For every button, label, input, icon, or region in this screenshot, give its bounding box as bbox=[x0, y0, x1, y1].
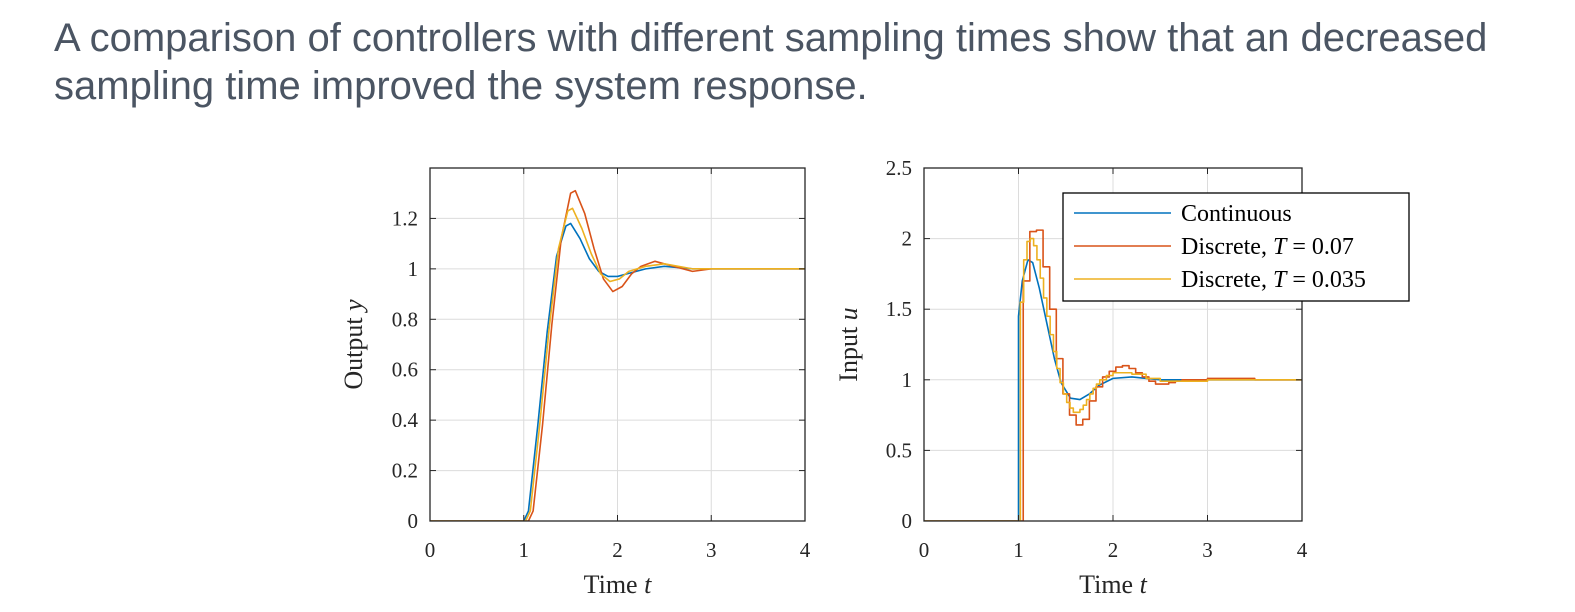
slide-title: A comparison of controllers with differe… bbox=[54, 14, 1554, 110]
input-xtick-label: 2 bbox=[1108, 538, 1119, 562]
output-ytick-label: 0.6 bbox=[392, 358, 418, 382]
input-y-axis-label: Input u bbox=[834, 307, 863, 381]
input-chart: 0 1 2 3 4 0 0.5 1 1.5 2 2.5 Time t Input u Continuous… bbox=[834, 156, 1410, 599]
output-series-continuous bbox=[430, 222, 805, 521]
input-series-discrete-t-0-035 bbox=[924, 237, 1302, 521]
output-xtick-label: 1 bbox=[519, 538, 530, 562]
output-xtick-label: 2 bbox=[612, 538, 623, 562]
output-xtick-label: 4 bbox=[800, 538, 811, 562]
output-chart: 0 1 2 3 4 0 0.2 0.4 0.6 0.8 1 1.2 Time t Output y bbox=[339, 167, 811, 599]
legend-label-discrete-t-0-07: Discrete, T = 0.07 bbox=[1181, 234, 1354, 260]
input-xtick-label: 3 bbox=[1202, 538, 1213, 562]
legend-box bbox=[1062, 192, 1410, 302]
input-ytick-label: 0 bbox=[902, 509, 913, 533]
input-ytick-label: 2.5 bbox=[886, 156, 912, 180]
input-series-discrete-t-0-07 bbox=[924, 229, 1302, 521]
input-ytick-label: 0.5 bbox=[886, 438, 912, 462]
input-xtick-label: 1 bbox=[1013, 538, 1024, 562]
output-ytick-label: 0.8 bbox=[392, 307, 418, 331]
output-ytick-label: 0.4 bbox=[392, 408, 419, 432]
input-x-axis-label: Time t bbox=[1079, 570, 1147, 599]
output-ytick-label: 1.2 bbox=[392, 206, 418, 230]
input-xtick-label: 0 bbox=[919, 538, 930, 562]
slide-title-line-2: sampling time improved the system respon… bbox=[54, 64, 868, 108]
output-ytick-label: 0 bbox=[408, 509, 419, 533]
legend-label-discrete-t-0-035: Discrete, T = 0.035 bbox=[1181, 267, 1366, 293]
input-ytick-label: 1 bbox=[902, 368, 913, 392]
slide-title-line-1: A comparison of controllers with differe… bbox=[54, 16, 1488, 60]
output-xtick-label: 0 bbox=[425, 538, 436, 562]
input-xtick-label: 4 bbox=[1297, 538, 1308, 562]
legend-label-continuous: Continuous bbox=[1181, 201, 1292, 227]
input-ytick-label: 1.5 bbox=[886, 297, 912, 321]
output-ytick-label: 1 bbox=[408, 257, 419, 281]
output-x-axis-label: Time t bbox=[584, 570, 652, 599]
output-series-discrete-t-0-035 bbox=[430, 207, 805, 521]
input-ytick-label: 2 bbox=[902, 227, 913, 251]
output-y-axis-label: Output y bbox=[339, 299, 368, 390]
output-ytick-label: 0.2 bbox=[392, 459, 418, 483]
output-grid bbox=[430, 168, 805, 521]
legend: Continuous Discrete, T = 0.07 Discrete, T … bbox=[1062, 192, 1410, 302]
output-xtick-label: 3 bbox=[706, 538, 717, 562]
